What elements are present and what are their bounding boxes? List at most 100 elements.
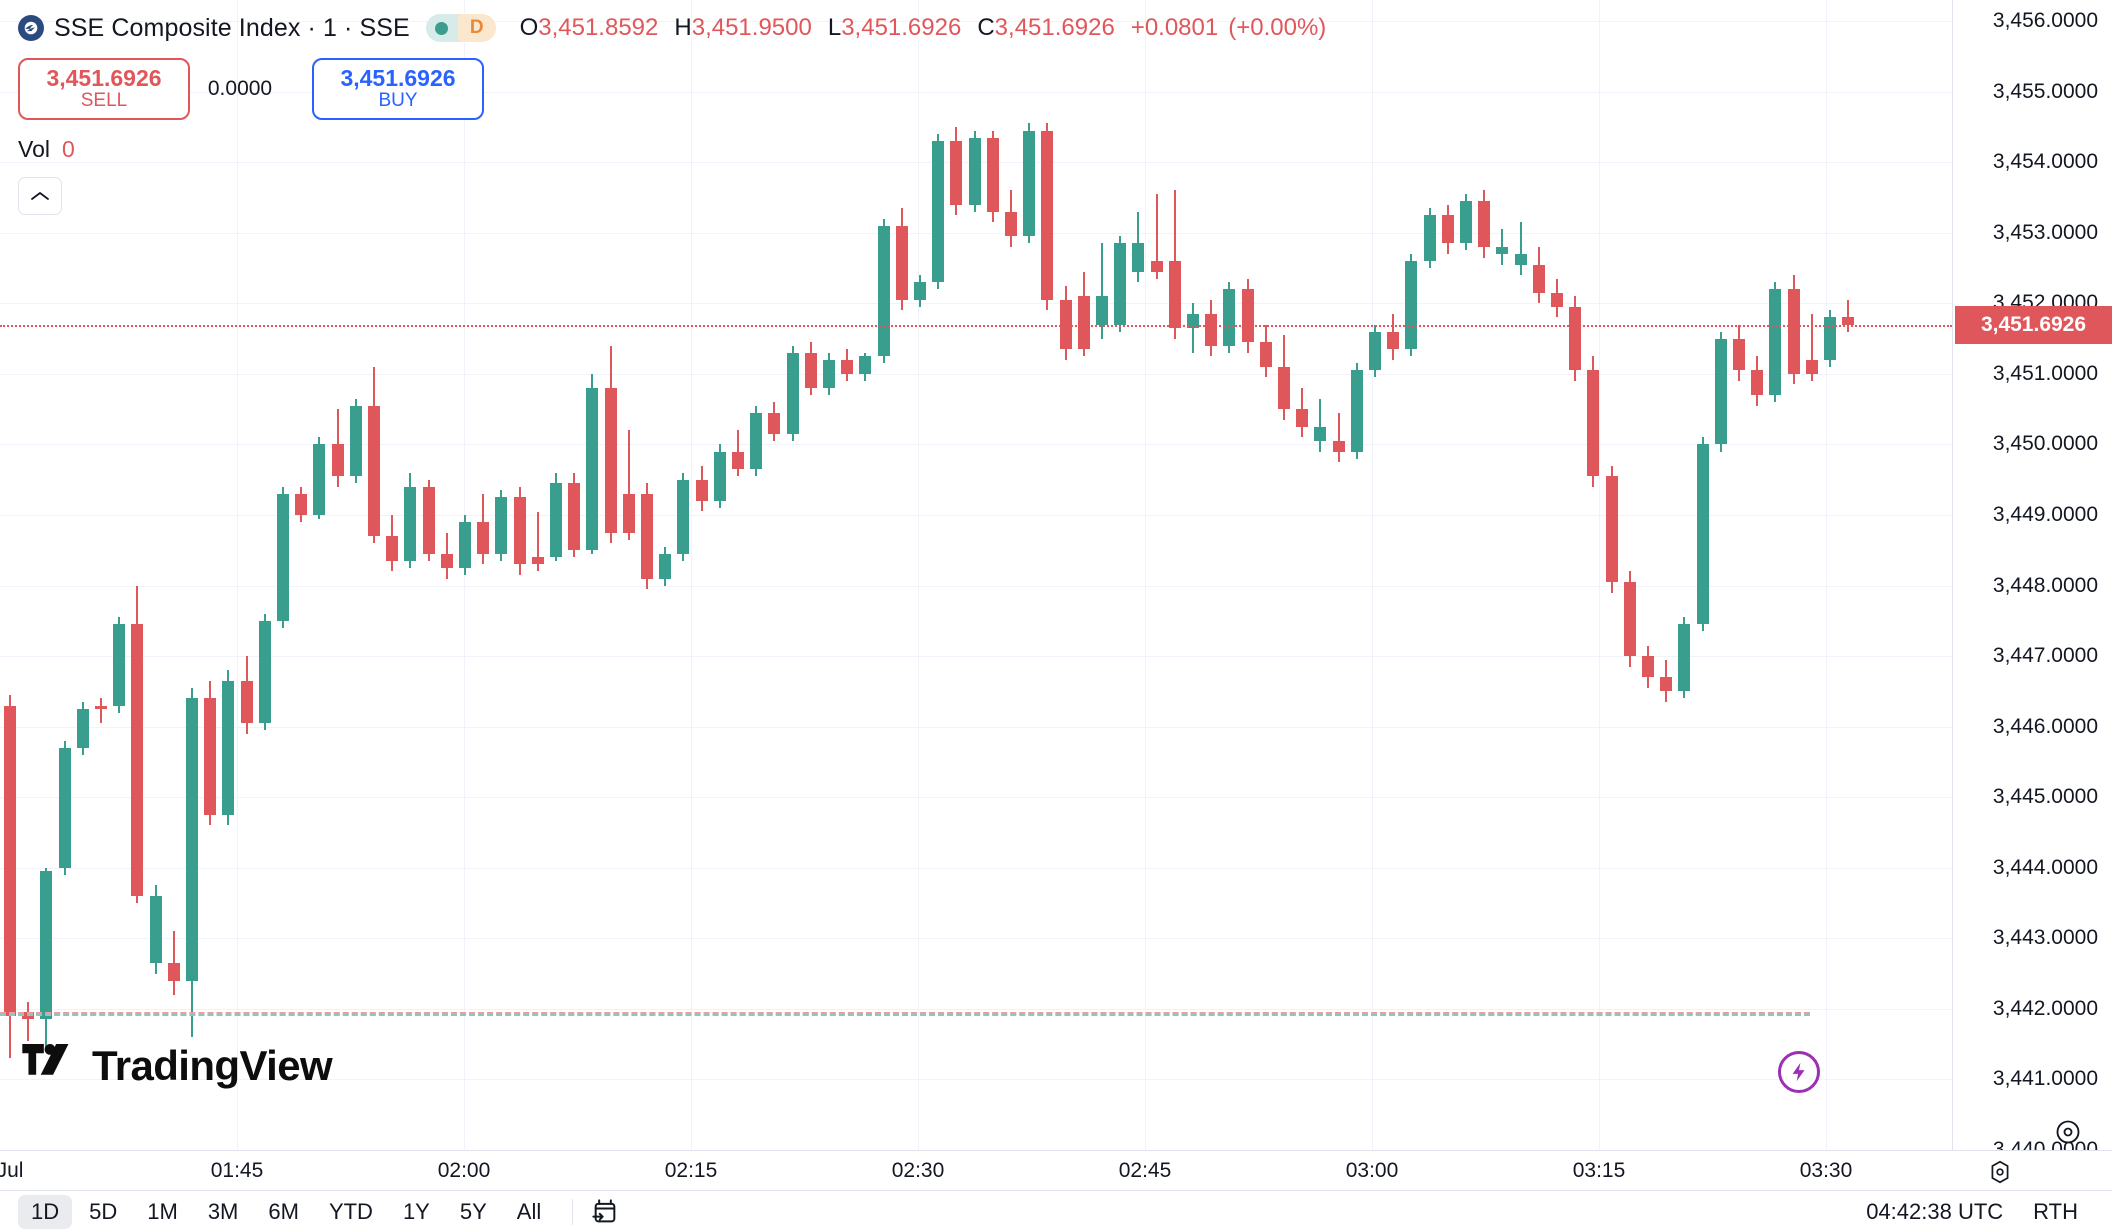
gridline-horizontal <box>0 373 1952 375</box>
candlestick <box>1114 236 1127 332</box>
gridline-vertical <box>464 0 465 1150</box>
candlestick <box>1168 190 1181 339</box>
price-tick-label: 3,449.0000 <box>1992 503 2098 527</box>
candlestick <box>1714 331 1727 452</box>
candlestick <box>1787 275 1800 385</box>
candlestick <box>1605 465 1618 593</box>
price-tick-label: 3,444.0000 <box>1992 855 2098 879</box>
candlestick <box>131 585 144 904</box>
gridline-horizontal <box>0 656 1952 658</box>
time-tick-label: 02:15 <box>664 1159 718 1182</box>
price-tick-label: 3,454.0000 <box>1992 150 2098 174</box>
time-settings-icon[interactable] <box>1987 1159 2013 1191</box>
market-open-dot-icon <box>425 14 458 42</box>
gridline-horizontal <box>0 938 1952 940</box>
candlestick <box>877 218 890 364</box>
candlestick <box>1296 388 1309 438</box>
timeframe-5d[interactable]: 5D <box>89 1198 118 1224</box>
candlestick <box>1496 229 1509 265</box>
candlestick <box>1478 190 1491 258</box>
time-axis[interactable]: Jul 01:45 02:00 02:15 02:30 02:45 03:00 03:15 03… <box>0 1150 2112 1190</box>
buy-button[interactable]: 3,451.6926 BUY <box>312 58 484 120</box>
sse-logo-icon <box>18 15 44 41</box>
candlestick <box>258 613 271 731</box>
candlestick <box>914 275 926 307</box>
candlestick <box>750 405 763 477</box>
price-tick-label: 3,445.0000 <box>1992 785 2098 809</box>
symbol-title[interactable]: SSE Composite Index · 1 · SSE <box>54 13 410 42</box>
timeframe-ytd[interactable]: YTD <box>328 1198 373 1224</box>
candlestick <box>495 490 508 561</box>
gridline-horizontal <box>0 585 1952 587</box>
timeframe-3m[interactable]: 3M <box>207 1198 239 1224</box>
gridline-horizontal <box>0 1008 1952 1010</box>
ohlc-l-value: 3,451.6926 <box>841 14 962 41</box>
sell-button[interactable]: 3,451.6926 SELL <box>18 58 190 120</box>
chevron-up-icon[interactable] <box>18 177 62 215</box>
price-tick-label: 3,443.0000 <box>1992 926 2098 950</box>
candlestick <box>1150 194 1163 279</box>
time-tick-label: 02:00 <box>437 1159 491 1182</box>
timeframe-1m[interactable]: 1M <box>147 1198 178 1224</box>
candlestick <box>1587 356 1600 487</box>
sell-label: SELL <box>80 89 128 111</box>
watermark-text: TradingView <box>92 1042 333 1089</box>
candlestick <box>1623 571 1636 667</box>
candlestick <box>677 472 690 561</box>
candlestick <box>1332 412 1345 463</box>
chart-legend: SSE Composite Index · 1 · SSE D O 3,451.8… <box>18 10 1326 215</box>
goto-date-calendar-icon[interactable] <box>591 1198 619 1226</box>
candlestick <box>22 1001 35 1041</box>
candlestick <box>186 687 198 1038</box>
candlestick <box>604 345 617 544</box>
candlestick <box>1769 282 1782 403</box>
candlestick <box>986 130 999 223</box>
candlestick <box>1842 299 1855 332</box>
timeframe-1d[interactable]: 1D <box>18 1194 73 1229</box>
candlestick <box>1514 222 1527 276</box>
candlestick <box>1369 324 1381 378</box>
timeframe-6m[interactable]: 6M <box>268 1198 299 1224</box>
ohlc-l-label: L <box>827 14 842 41</box>
candlestick <box>968 130 981 212</box>
toolbar-right: 04:42:38 UTC RTH <box>1866 1199 2094 1225</box>
price-axis[interactable]: 3,456.0000 3,455.0000 3,454.0000 3,453.0000… <box>1952 0 2112 1161</box>
volume-value: 0 <box>61 136 75 162</box>
timeframe-all[interactable]: All <box>516 1198 542 1224</box>
market-status-pill[interactable]: D <box>425 14 496 42</box>
candlestick <box>1824 310 1836 367</box>
timeframe-5y[interactable]: 5Y <box>459 1198 487 1224</box>
price-tick-label: 3,455.0000 <box>1992 79 2098 103</box>
clock-display[interactable]: 04:42:38 UTC <box>1866 1198 2004 1224</box>
chart-pane[interactable]: TradingView <box>0 0 1952 1151</box>
session-toggle[interactable]: RTH <box>2033 1198 2078 1224</box>
candlestick <box>422 479 435 561</box>
candlestick <box>1223 282 1236 353</box>
tradingview-watermark: TradingView <box>22 1042 333 1090</box>
gridline-vertical <box>1372 0 1373 1150</box>
candlestick <box>222 670 235 826</box>
candlestick <box>1205 299 1218 357</box>
ohlc-c-value: 3,451.6926 <box>994 14 1115 41</box>
candlestick <box>1405 253 1418 357</box>
candlestick <box>1805 313 1818 381</box>
time-tick-label: 02:45 <box>1118 1159 1172 1182</box>
time-tick-label: Jul <box>0 1159 24 1182</box>
timeframe-1y[interactable]: 1Y <box>402 1198 430 1224</box>
candlestick <box>4 694 16 1059</box>
candlestick <box>1660 659 1673 702</box>
time-tick-label: 02:30 <box>891 1159 945 1182</box>
target-settings-icon[interactable] <box>2054 1118 2082 1146</box>
timeframe-group: 1D 5D 1M 3M 6M YTD 1Y 5Y All <box>18 1194 554 1229</box>
candlestick <box>768 402 781 441</box>
buy-price: 3,451.6926 <box>340 64 456 91</box>
lightning-bolt-icon[interactable] <box>1778 1051 1820 1093</box>
status-letter: D <box>457 14 496 42</box>
gridline-vertical <box>691 0 692 1150</box>
candlestick <box>713 444 726 508</box>
candlestick <box>1387 313 1400 360</box>
candlestick <box>1241 278 1254 353</box>
candlestick <box>167 931 180 995</box>
candlestick <box>1314 398 1327 452</box>
